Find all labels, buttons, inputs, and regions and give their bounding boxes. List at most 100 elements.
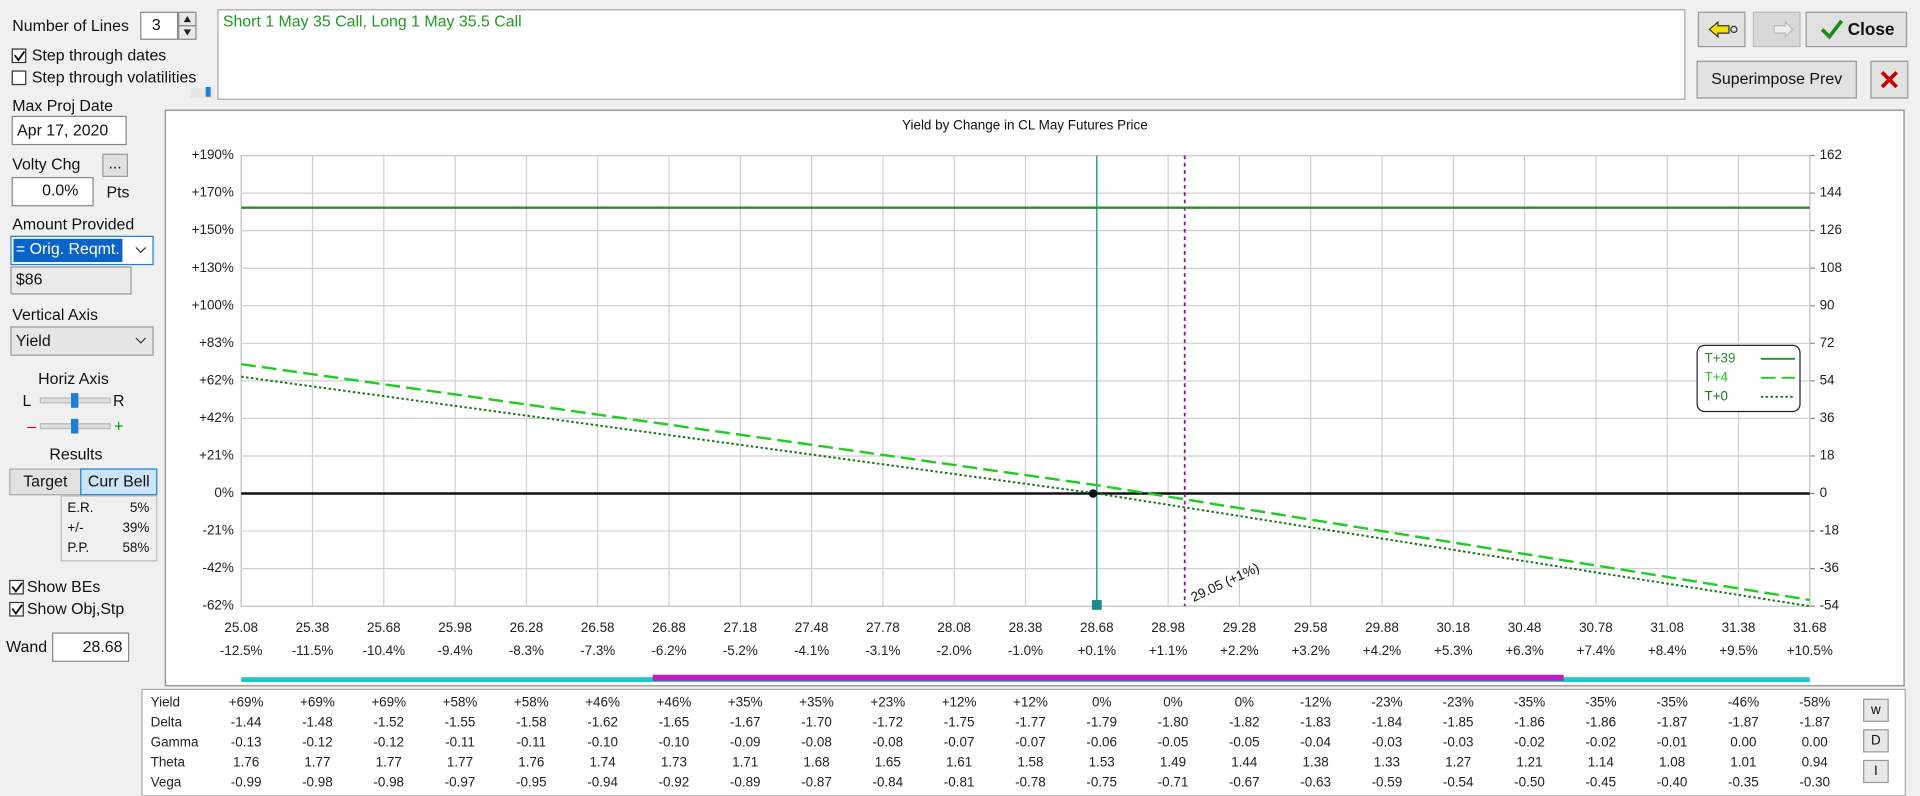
cell: -0.67 [1229, 774, 1260, 789]
input[interactable] [11, 176, 94, 207]
cell: -1.84 [1372, 714, 1403, 729]
checkbox[interactable] [9, 601, 24, 617]
cancel-button[interactable] [1870, 60, 1909, 99]
y2-tick-label: 72 [1820, 335, 1835, 350]
x-pct-label: -6.2% [651, 643, 686, 658]
cell: -0.13 [231, 734, 262, 749]
slider-thumb[interactable] [71, 393, 79, 408]
cell: -0.54 [1443, 774, 1474, 789]
cell: -1.62 [587, 714, 618, 729]
button-label: Target [23, 474, 68, 491]
button[interactable] [80, 468, 158, 496]
label: Show Obj,Stp [27, 601, 124, 618]
cell: -0.02 [1514, 734, 1545, 749]
y2-tick-label: 144 [1820, 185, 1843, 200]
label: Number of Lines [12, 18, 129, 35]
cell: -0.63 [1300, 774, 1331, 789]
x-tick-label: 25.98 [438, 620, 472, 635]
x-tick-label: 26.88 [652, 620, 686, 635]
label: Results [49, 447, 102, 464]
cell: -0.02 [1585, 734, 1616, 749]
cell: -0.09 [730, 734, 761, 749]
checkbox[interactable] [11, 48, 27, 64]
label: Max Proj Date [12, 98, 113, 115]
cell: 1.33 [1374, 754, 1400, 769]
chart: +190% +170% +150% +130% +100% +83% +62% +42% +21… [192, 147, 1843, 658]
cell: +69% [371, 694, 406, 709]
row-label: Yield [151, 694, 180, 709]
slider-thumb[interactable] [71, 418, 79, 434]
side-button[interactable] [1863, 698, 1889, 722]
y2-tick-label: -54 [1820, 598, 1840, 613]
cell: 1.73 [661, 754, 687, 769]
legend-label: T+4 [1704, 369, 1728, 384]
y2-tick-label: 54 [1820, 372, 1835, 387]
side-button[interactable] [1863, 729, 1889, 753]
cell: +12% [942, 694, 977, 709]
cell: -0.98 [302, 774, 333, 789]
x-pct-label: -3.1% [865, 643, 900, 658]
select[interactable] [10, 326, 154, 356]
y-tick-label: +130% [192, 260, 234, 275]
superimpose-button[interactable] [1696, 60, 1857, 99]
cell: -0.06 [1086, 734, 1117, 749]
x-pct-label: +8.4% [1648, 643, 1687, 658]
label: Horiz Axis [38, 371, 109, 388]
cell: -1.52 [373, 714, 404, 729]
x-tick-label: 29.88 [1365, 620, 1399, 635]
cell: +46% [585, 694, 620, 709]
cell: -0.12 [302, 734, 333, 749]
cell: 0% [1092, 694, 1111, 709]
value: Yield [16, 333, 51, 350]
input[interactable] [52, 632, 130, 662]
label: Amount Provided [12, 217, 134, 234]
cell: -0.97 [445, 774, 476, 789]
cell: -0.59 [1372, 774, 1403, 789]
result-value: 58% [122, 540, 149, 555]
input[interactable] [11, 115, 127, 146]
y2-tick-label: 18 [1820, 448, 1835, 463]
y-tick-label: +83% [199, 335, 234, 350]
checkbox[interactable] [9, 579, 24, 595]
cell: -0.87 [801, 774, 832, 789]
spin-box[interactable] [140, 11, 179, 40]
x-pct-label: -8.3% [509, 643, 544, 658]
x-tick-label: 25.38 [296, 620, 330, 635]
cell: -0.94 [587, 774, 618, 789]
cell: 1.71 [732, 754, 758, 769]
check [13, 50, 26, 62]
input[interactable] [10, 266, 132, 295]
cell: -0.81 [944, 774, 975, 789]
x-tick-label: 29.58 [1294, 620, 1328, 635]
x-pct-label: -10.4% [363, 643, 406, 658]
cell: -0.03 [1443, 734, 1474, 749]
cell: -58% [1799, 694, 1830, 709]
cell: -0.07 [1015, 734, 1046, 749]
x-tick-label: 27.18 [723, 620, 757, 635]
x-tick-label: 26.58 [581, 620, 615, 635]
side-button[interactable] [1863, 759, 1889, 784]
cell: 0.00 [1802, 734, 1828, 749]
x-tick-label: 25.08 [224, 620, 258, 635]
spin-arrows [183, 15, 192, 36]
description-box[interactable] [217, 9, 1686, 100]
x-pct-label: -4.1% [794, 643, 829, 658]
button[interactable] [9, 468, 82, 496]
x-icon [1880, 70, 1899, 89]
checkbox[interactable] [11, 70, 27, 86]
x-pct-label: -11.5% [292, 643, 334, 658]
cell: -23% [1371, 694, 1402, 709]
x-tick-label: 30.18 [1436, 620, 1470, 635]
x-tick-label: 28.08 [937, 620, 971, 635]
side-button-label: I [1874, 763, 1878, 778]
current-point [1088, 489, 1098, 498]
mini-slider[interactable] [189, 88, 215, 98]
result-label: P.P. [67, 540, 89, 555]
x-pct-label: +4.2% [1363, 643, 1402, 658]
y2-tick-label: 162 [1820, 147, 1842, 162]
table-body: Yield +69% +69% +69% +58% +58% +46% +46% +35% +35… [151, 694, 1831, 789]
label: Step through dates [32, 48, 166, 65]
button[interactable] [102, 153, 128, 177]
cell: -0.98 [373, 774, 404, 789]
